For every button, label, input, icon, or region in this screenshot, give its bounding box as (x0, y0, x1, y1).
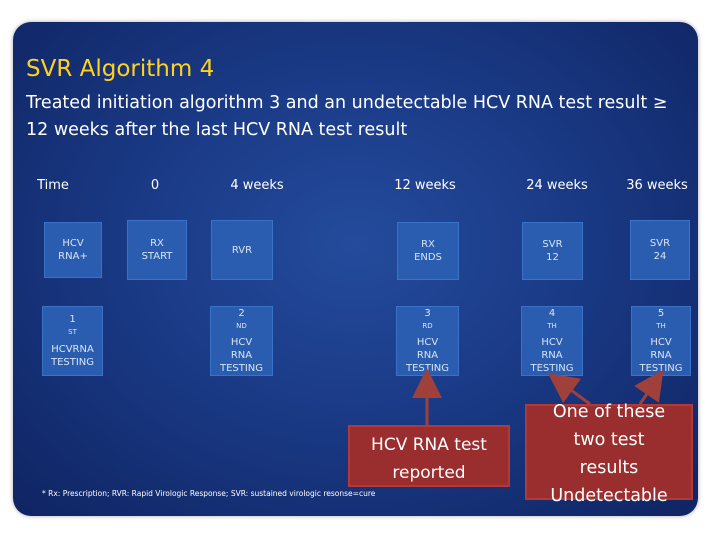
box-hcv-rna-positive: HCV RNA+ (44, 222, 102, 278)
box-5th-testing: 5 TH HCV RNA TESTING (631, 306, 691, 376)
box-rx-ends: RX ENDS (397, 222, 459, 280)
box-rvr: RVR (211, 220, 273, 280)
box-2nd-testing: 2 ND HCV RNA TESTING (210, 306, 273, 376)
footnote: * Rx: Prescription; RVR: Rapid Virologic… (42, 489, 376, 498)
box-1st-testing: 1 ST HCVRNA TESTING (42, 306, 103, 376)
box-svr-24: SVR 24 (630, 220, 690, 280)
callout-one-of-these-undetectable: One of these two test results Undetectab… (525, 402, 693, 506)
box-svr-12: SVR 12 (522, 222, 583, 280)
box-rx-start: RX START (127, 220, 187, 280)
timeline-label-12-weeks: 12 weeks (394, 178, 456, 193)
slide-subtitle: Treated initiation algorithm 3 and an un… (26, 93, 668, 140)
box-3rd-testing: 3 RD HCV RNA TESTING (396, 306, 459, 376)
callout-hcv-rna-test-reported: HCV RNA test reported (348, 425, 510, 487)
timeline-label-36-weeks: 36 weeks (626, 178, 688, 193)
timeline-label-24-weeks: 24 weeks (526, 178, 588, 193)
box-4th-testing: 4 TH HCV RNA TESTING (521, 306, 583, 376)
timeline-label-0: 0 (150, 178, 160, 193)
timeline-label-4-weeks: 4 weeks (230, 178, 284, 193)
slide-title: SVR Algorithm 4 (26, 56, 215, 82)
timeline-label-time: Time (37, 178, 69, 193)
